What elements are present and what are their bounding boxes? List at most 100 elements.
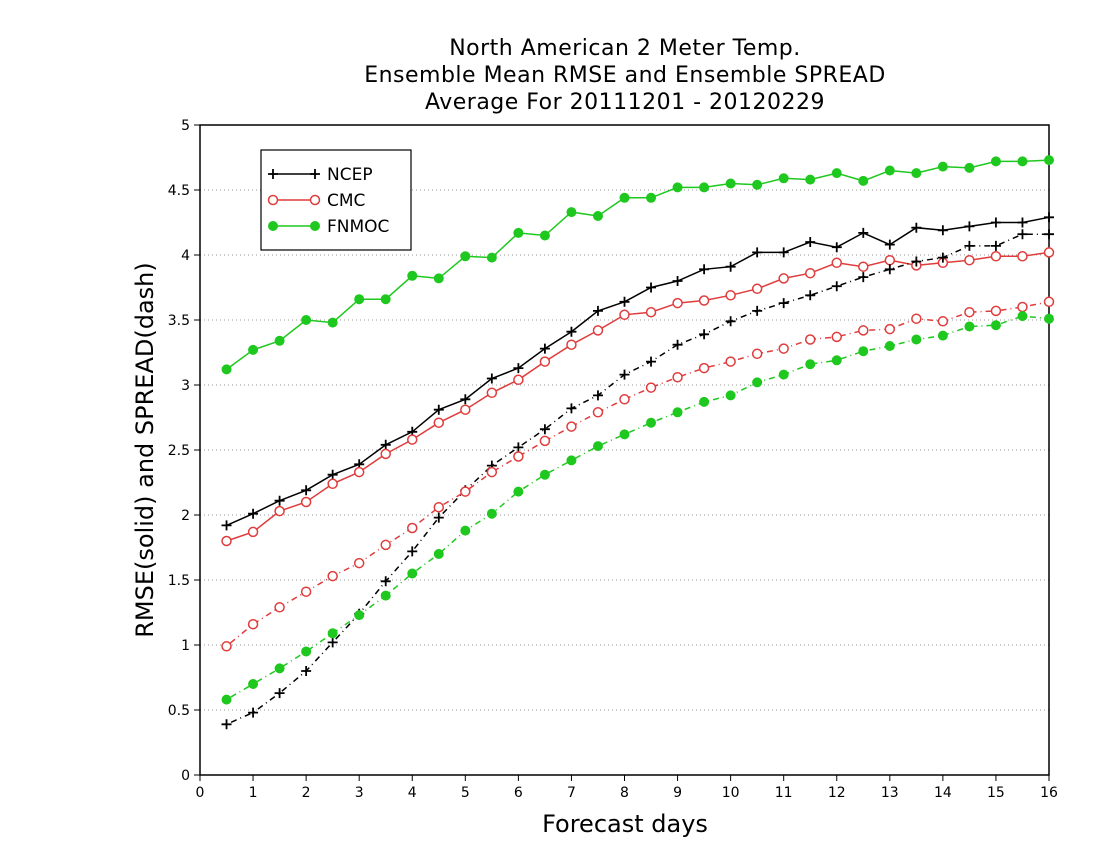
cmc-spread-point (353, 557, 365, 569)
fnmoc-spread-line (226, 315, 1050, 701)
cmc-spread-point (1043, 296, 1055, 308)
fnmoc-spread-point (221, 694, 232, 705)
ncep-rmse-point (831, 242, 842, 253)
ncep-rmse-point (1044, 212, 1054, 223)
cmc-spread-point (619, 394, 630, 405)
y-tick-label: 2.5 (168, 443, 190, 459)
x-tick-label: 16 (1040, 785, 1058, 801)
x-tick-label: 1 (249, 785, 258, 801)
y-tick-label: 1 (181, 638, 190, 654)
fnmoc-spread-point (752, 377, 763, 388)
fnmoc-spread-point (539, 469, 550, 480)
fnmoc-rmse-point (274, 335, 285, 346)
x-tick-label: 14 (934, 785, 952, 801)
ncep-rmse-point (592, 305, 603, 316)
ncep-spread-point (884, 264, 895, 275)
cmc-rmse-point (884, 254, 896, 266)
cmc-spread-point (911, 313, 922, 324)
ncep-spread-point (513, 442, 524, 453)
fnmoc-spread-point (964, 321, 975, 332)
cmc-spread-point (433, 501, 445, 513)
cmc-rmse-point (725, 290, 736, 301)
ncep-rmse-point (513, 363, 524, 374)
ncep-spread-point (221, 719, 232, 730)
ncep-rmse-point (805, 237, 816, 247)
ncep-spread-point (937, 252, 948, 263)
x-tick-label: 9 (673, 785, 682, 801)
fnmoc-spread-point (248, 679, 259, 689)
y-tick-label: 3.5 (168, 313, 190, 329)
legend-label: CMC (327, 191, 365, 211)
cmc-spread-point (884, 323, 896, 335)
ncep-spread-point (274, 688, 285, 699)
y-axis-title: RMSE(solid) and SPREAD(dash) (131, 262, 159, 638)
ncep-rmse-point (327, 469, 338, 480)
ncep-rmse-line (226, 216, 1050, 527)
ncep-rmse-point (646, 282, 657, 293)
ncep-spread-point (964, 240, 975, 251)
fnmoc-rmse-point (513, 227, 524, 238)
ncep-spread-point (805, 290, 816, 301)
cmc-rmse-point (990, 251, 1002, 262)
cmc-rmse-point (858, 261, 869, 272)
fnmoc-rmse-point (460, 251, 471, 262)
cmc-rmse-point (460, 404, 471, 415)
ncep-rmse-point (301, 485, 312, 496)
fnmoc-rmse-point (486, 252, 497, 263)
fnmoc-spread-point (778, 369, 789, 380)
y-tick-label: 4 (181, 248, 190, 264)
fnmoc-spread-point (805, 359, 816, 370)
cmc-rmse-point (513, 374, 524, 386)
fnmoc-spread-point (566, 455, 577, 466)
legend-label: NCEP (327, 165, 373, 185)
ncep-spread-point (699, 329, 710, 340)
cmc-spread-point (407, 522, 418, 534)
cmc-spread-point (539, 435, 551, 447)
cmc-rmse-point (1043, 247, 1055, 258)
fnmoc-rmse-point (539, 230, 550, 241)
fnmoc-spread-point (513, 486, 524, 497)
ncep-rmse-point (725, 261, 736, 272)
fnmoc-rmse-point (592, 211, 603, 221)
fnmoc-rmse-point (778, 173, 789, 184)
legend-label: FNMOC (327, 217, 389, 237)
legend-marker (310, 221, 320, 231)
cmc-rmse-point (698, 295, 710, 306)
ncep-spread-point (592, 390, 603, 401)
ncep-rmse-point (539, 343, 550, 354)
legend-marker (268, 169, 278, 179)
ncep-rmse-point (699, 264, 710, 275)
fnmoc-rmse-point (1017, 156, 1028, 167)
fnmoc-rmse-point (752, 179, 763, 190)
fnmoc-rmse-point (964, 162, 975, 173)
cmc-spread-point (1017, 301, 1028, 313)
fnmoc-rmse-point (407, 270, 418, 281)
ncep-rmse-point (990, 217, 1001, 228)
ncep-rmse-point (380, 439, 391, 450)
fnmoc-rmse-point (699, 182, 710, 193)
cmc-spread-point (513, 451, 524, 462)
cmc-spread-point (460, 486, 471, 497)
fnmoc-rmse-point (619, 192, 630, 203)
cmc-spread-point (221, 641, 232, 652)
fnmoc-rmse-point (858, 175, 869, 186)
ncep-spread-point (619, 369, 630, 380)
fnmoc-rmse-point (221, 364, 232, 375)
ncep-spread-point (407, 546, 418, 557)
ncep-rmse-point (274, 495, 285, 506)
fnmoc-spread-point (1044, 313, 1054, 324)
y-tick-label: 4.5 (168, 183, 190, 199)
ncep-spread-point (672, 339, 683, 350)
fnmoc-spread-point (937, 330, 948, 341)
ncep-spread-point (990, 240, 1001, 251)
x-tick-label: 6 (514, 785, 523, 801)
ncep-spread-point (539, 424, 550, 435)
x-tick-label: 13 (881, 785, 899, 801)
fnmoc-rmse-point (301, 315, 312, 325)
cmc-spread-point (592, 407, 604, 418)
ncep-spread-point (725, 316, 736, 327)
ncep-spread-line (226, 233, 1049, 725)
cmc-rmse-point (751, 283, 763, 295)
ncep-spread-point (301, 666, 312, 676)
ncep-spread-point (778, 298, 789, 309)
